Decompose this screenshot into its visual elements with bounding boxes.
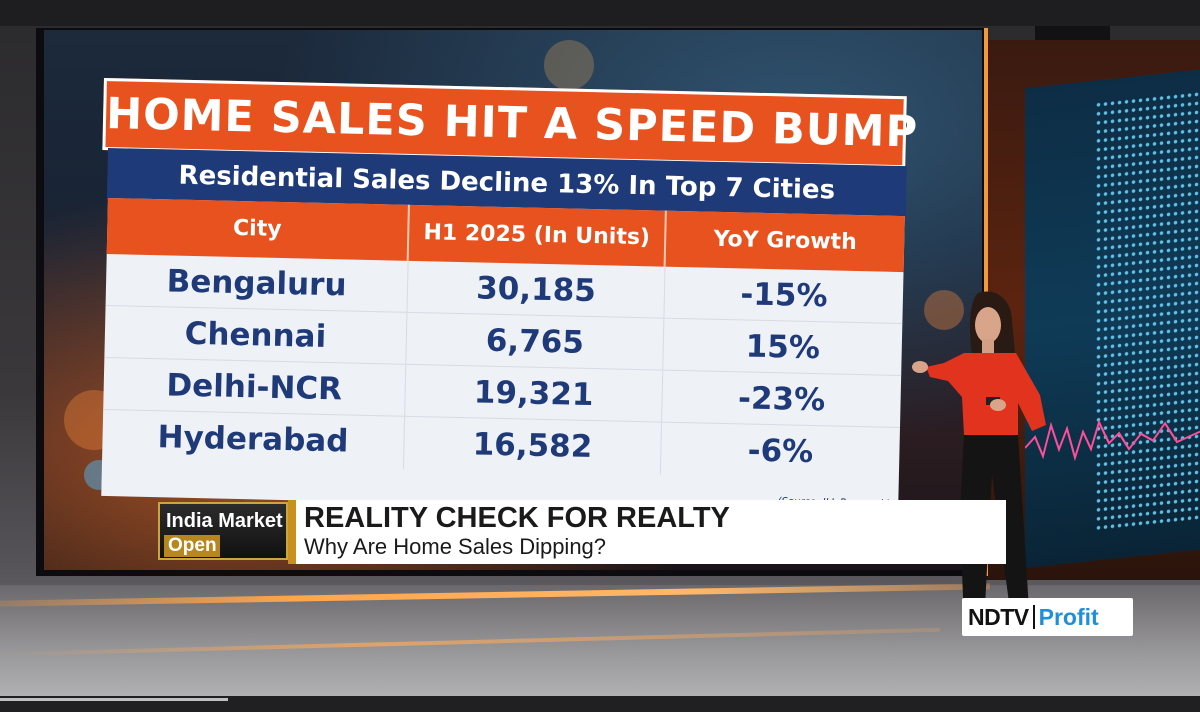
header-city: City xyxy=(106,198,410,261)
city-cell: Bengaluru xyxy=(105,253,409,312)
channel-logo: NDTV Profit xyxy=(962,598,1133,636)
show-tag-line2: Open xyxy=(164,535,220,557)
logo-separator xyxy=(1032,605,1035,629)
header-yoy: YoY Growth xyxy=(713,226,858,255)
lower-third-title: REALITY CHECK FOR REALTY xyxy=(304,502,730,534)
units-cell: 16,582 xyxy=(403,416,663,475)
show-tag: India Market Open xyxy=(158,502,288,560)
table-body: Bengaluru 30,185 -15% Chennai 6,765 15% … xyxy=(102,253,904,480)
presenter xyxy=(912,291,1046,635)
video-progress-fill xyxy=(0,698,228,701)
units-cell: 19,321 xyxy=(405,364,664,422)
units-cell: 30,185 xyxy=(407,260,666,318)
bokeh-light xyxy=(544,40,594,90)
logo-ndtv-text: NDTV xyxy=(968,603,1029,630)
show-tag-line1: India Market xyxy=(166,510,283,532)
lower-third: REALITY CHECK FOR REALTY Why Are Home Sa… xyxy=(288,500,1006,564)
bokeh-light xyxy=(924,290,964,330)
news-graphic: HOME SALES HIT A SPEED BUMP Residential … xyxy=(101,78,919,515)
lower-third-accent xyxy=(288,500,296,564)
city-cell: Chennai xyxy=(104,305,408,364)
header-units: H1 2025 (In Units) xyxy=(408,204,667,267)
yoy-cell: -15% xyxy=(740,276,828,315)
yoy-cell: -23% xyxy=(737,380,826,419)
video-progress-track[interactable] xyxy=(0,696,1200,712)
lower-third-subtitle: Why Are Home Sales Dipping? xyxy=(304,534,607,559)
pink-stock-line xyxy=(1025,419,1200,462)
units-cell: 6,765 xyxy=(406,312,665,370)
city-cell: Delhi-NCR xyxy=(103,357,407,416)
city-cell: Hyderabad xyxy=(102,409,406,469)
logo-profit-text: Profit xyxy=(1038,603,1099,630)
yoy-cell: -6% xyxy=(747,432,814,471)
yoy-cell: 15% xyxy=(745,328,821,367)
world-map-display xyxy=(1025,69,1200,569)
sales-table: City H1 2025 (In Units) YoY Growth Benga… xyxy=(101,198,905,515)
top-bar xyxy=(0,0,1200,26)
